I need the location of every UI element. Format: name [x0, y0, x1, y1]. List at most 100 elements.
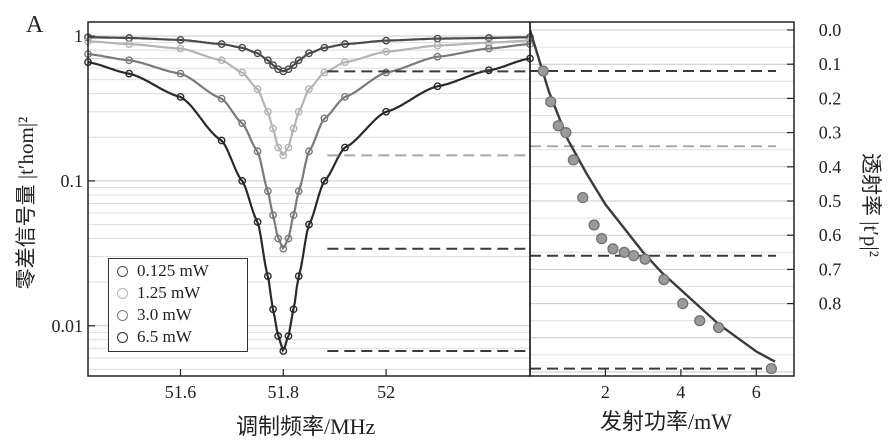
- left-data-point: [253, 85, 262, 94]
- right-data-point: [677, 298, 689, 310]
- right-y-tick-label: 0.1: [819, 54, 842, 74]
- left-data-point: [382, 36, 390, 45]
- legend-label: 6.5 mW: [137, 327, 192, 346]
- right-y-tick-label: 0.7: [819, 259, 842, 279]
- left-data-point: [125, 69, 134, 78]
- legend-label: 1.25 mW: [137, 283, 201, 302]
- left-data-point: [176, 44, 185, 53]
- left-data-point: [341, 58, 349, 67]
- right-data-point: [567, 154, 579, 166]
- left-data-point: [382, 68, 390, 77]
- right-data-point: [552, 120, 564, 132]
- legend-marker-icon: [117, 287, 128, 299]
- left-data-point: [274, 234, 283, 243]
- left-data-point: [238, 119, 247, 128]
- left-data-point: [217, 136, 226, 145]
- left-data-point: [484, 34, 493, 42]
- right-data-point: [577, 191, 589, 204]
- left-data-point: [238, 43, 247, 52]
- legend-item: 0.125 mW: [117, 261, 209, 281]
- left-y-axis-label-wrap: 零差信号量 |t′hom|²: [12, 88, 38, 318]
- left-y-tick-label: 1: [74, 26, 83, 46]
- left-data-point: [269, 305, 277, 314]
- right-y-tick-label: 0.6: [819, 225, 842, 245]
- left-data-point: [284, 143, 293, 152]
- left-data-point: [284, 65, 293, 74]
- left-data-point: [341, 143, 349, 152]
- left-data-point: [279, 151, 288, 160]
- left-data-point: [279, 347, 288, 355]
- right-fit-curve: [528, 29, 776, 363]
- left-data-point: [289, 61, 298, 70]
- left-data-point: [263, 107, 272, 116]
- left-y-axis-label: 零差信号量 |t′hom|²: [14, 116, 38, 290]
- right-data-point: [712, 321, 725, 334]
- left-series-curve: [87, 57, 531, 353]
- left-data-point: [253, 49, 262, 58]
- right-y-tick-label: 0.5: [819, 191, 842, 211]
- left-data-point: [289, 211, 298, 220]
- left-y-tick-label: 0.01: [52, 316, 84, 336]
- legend: 0.125 mW 1.25 mW 3.0 mW 6.5 mW: [108, 258, 248, 352]
- legend-label: 3.0 mW: [137, 305, 192, 324]
- legend-label: 0.125 mW: [137, 261, 209, 280]
- left-data-point: [269, 124, 277, 133]
- left-data-point: [176, 93, 185, 101]
- right-data-point: [596, 233, 608, 245]
- left-data-point: [176, 36, 185, 44]
- left-data-point: [263, 272, 272, 281]
- left-data-point: [305, 49, 313, 58]
- right-x-tick-label: 4: [676, 382, 685, 402]
- left-data-point: [484, 44, 493, 53]
- left-data-point: [294, 187, 303, 196]
- left-data-point: [269, 61, 277, 70]
- left-data-point: [289, 305, 298, 314]
- left-data-point: [269, 211, 277, 220]
- left-data-point: [433, 52, 442, 61]
- left-data-point: [125, 56, 134, 65]
- right-y-axis-label: 透射率 |t′p|²: [859, 153, 883, 257]
- left-data-point: [253, 147, 262, 156]
- panel-label: A: [26, 12, 44, 38]
- left-data-point: [294, 107, 303, 116]
- legend-item: 1.25 mW: [117, 283, 200, 303]
- left-data-point: [433, 41, 442, 50]
- left-data-point: [217, 94, 226, 103]
- right-y-axis-label-wrap: 透射率 |t′p|²: [858, 130, 886, 280]
- left-data-point: [253, 218, 262, 226]
- left-y-tick-label: 0.1: [61, 171, 84, 191]
- right-y-tick-label: 0.3: [819, 123, 842, 143]
- right-data-point: [765, 362, 777, 375]
- left-series-curve: [87, 43, 531, 251]
- left-data-point: [341, 40, 349, 48]
- right-x-axis-label: 发射功率/mW: [600, 409, 732, 434]
- legend-item: 6.5 mW: [117, 327, 192, 347]
- left-data-point: [274, 143, 283, 152]
- right-data-point: [658, 274, 670, 286]
- right-y-tick-label: 0.4: [819, 157, 842, 177]
- left-data-point: [305, 85, 313, 94]
- left-data-point: [320, 114, 329, 123]
- right-plot-frame: [529, 21, 795, 377]
- left-x-tick-label: 52: [377, 382, 395, 402]
- right-data-point: [560, 127, 572, 139]
- left-series-curve: [87, 39, 531, 157]
- right-data-point: [618, 246, 630, 258]
- left-data-point: [294, 272, 303, 281]
- left-x-axis-label: 调制频率/MHz: [236, 414, 376, 439]
- left-data-point: [125, 40, 134, 48]
- legend-marker-icon: [117, 309, 128, 321]
- left-data-point: [341, 93, 349, 101]
- right-y-tick-label: 0.8: [819, 294, 842, 314]
- right-data-point: [588, 219, 600, 231]
- left-data-point: [433, 82, 442, 91]
- left-data-point: [382, 47, 390, 56]
- right-data-point: [628, 250, 640, 262]
- right-x-tick-label: 2: [601, 382, 610, 402]
- left-data-point: [484, 66, 493, 75]
- left-data-point: [238, 177, 247, 185]
- right-data-point: [537, 65, 549, 77]
- left-data-point: [217, 40, 226, 48]
- left-data-point: [274, 332, 283, 340]
